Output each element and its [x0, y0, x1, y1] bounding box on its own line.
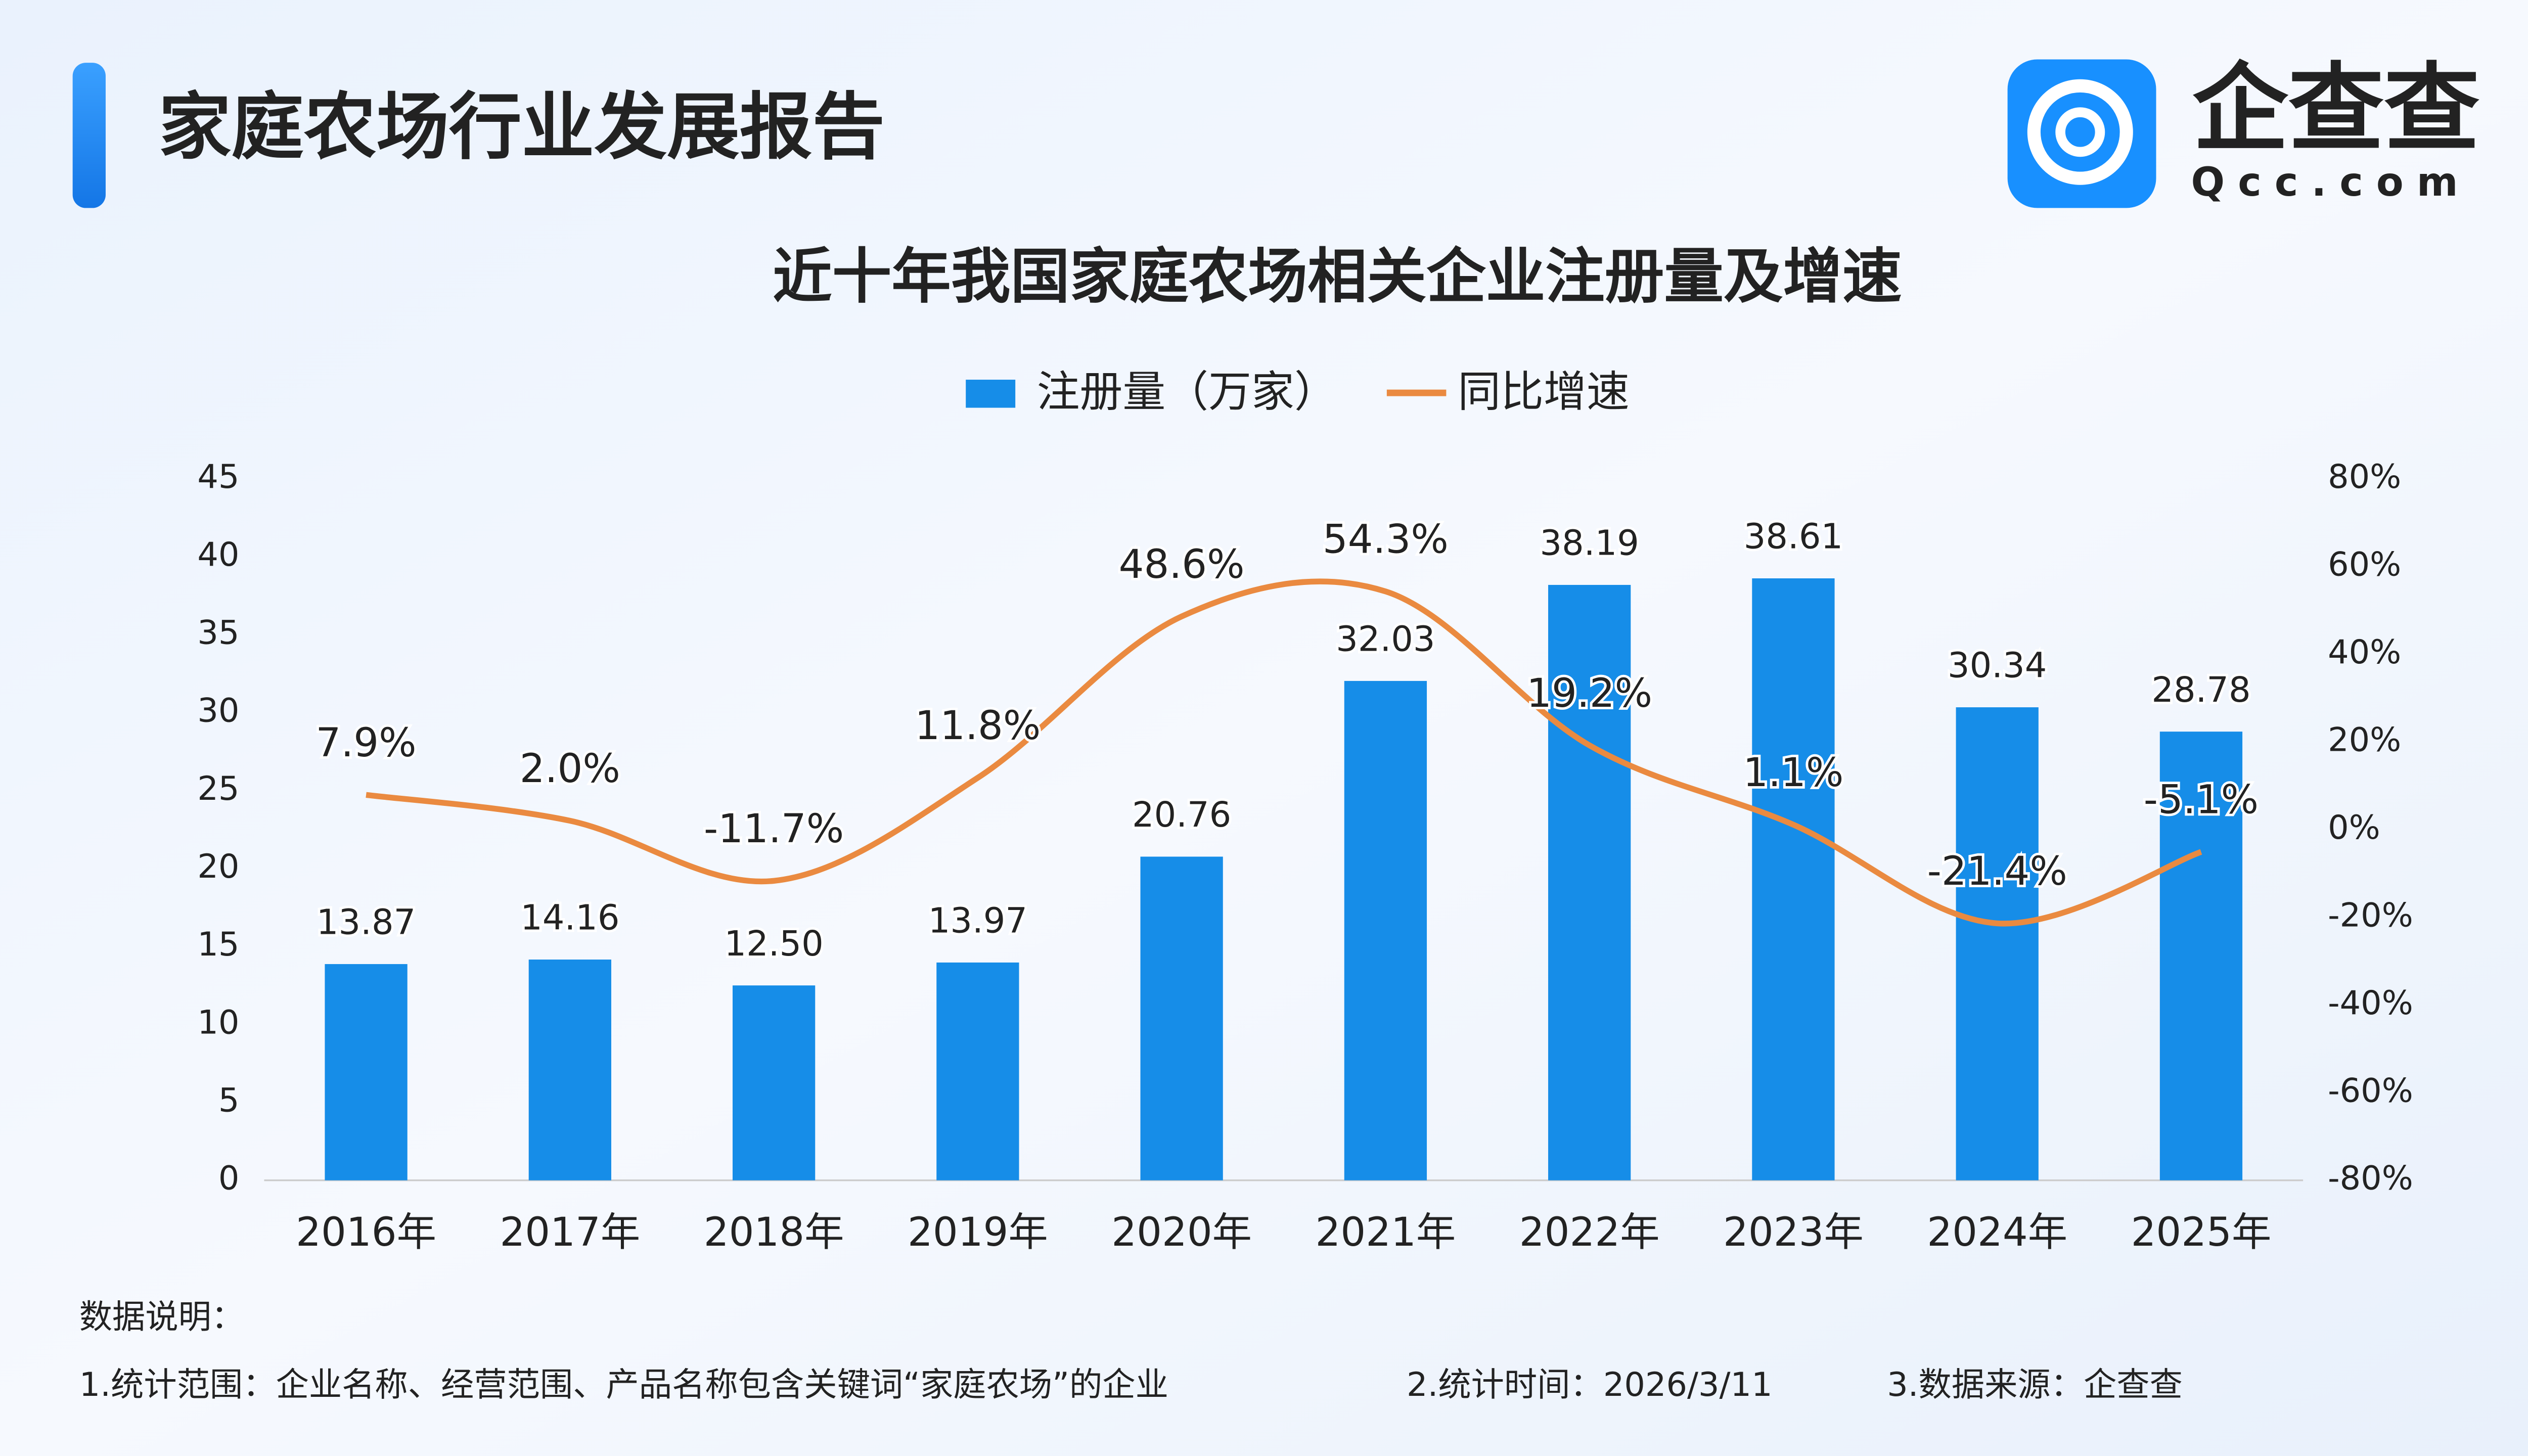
x-tick-label: 2024年 — [1927, 1209, 2067, 1255]
bar-value-label: 32.03 — [1336, 619, 1435, 660]
notes-heading: 数据说明： — [79, 1298, 244, 1336]
x-tick-label: 2022年 — [1519, 1209, 1660, 1255]
x-tick-label: 2019年 — [908, 1209, 1048, 1255]
bar-value-label: 38.61 — [1744, 517, 1843, 557]
logo-ring — [2055, 107, 2105, 157]
y-tick-label: 40 — [197, 535, 239, 574]
line-value-label: 19.2% — [1526, 670, 1652, 716]
bar-value-label: 12.50 — [724, 924, 823, 964]
line-value-label: -21.4% — [1927, 848, 2067, 894]
line-value-label: 1.1% — [1743, 750, 1843, 796]
line-value-label: 11.8% — [915, 703, 1041, 749]
x-tick-label: 2017年 — [500, 1209, 640, 1255]
y2-tick-label: 40% — [2328, 633, 2401, 671]
bar — [1344, 680, 1427, 1180]
line-value-label: -5.1% — [2144, 777, 2259, 823]
bar-value-label: 20.76 — [1132, 795, 1231, 835]
y2-tick-label: -40% — [2328, 984, 2413, 1022]
note: 2.统计时间：2026/3/11 — [1407, 1366, 1773, 1404]
line-value-label: 54.3% — [1323, 516, 1449, 562]
note: 3.数据来源：企查查 — [1887, 1366, 2183, 1404]
legend-label: 注册量（万家） — [1037, 367, 1337, 417]
bar — [1956, 707, 2039, 1180]
line-value-label: 2.0% — [520, 746, 620, 792]
y-tick-label: 45 — [197, 458, 239, 496]
logo-ring — [2027, 79, 2133, 185]
y-tick-label: 35 — [197, 613, 239, 652]
logo-text: 企查查 — [2192, 53, 2479, 164]
bar — [1548, 584, 1631, 1180]
y-tick-label: 30 — [197, 692, 239, 730]
y-tick-label: 0 — [218, 1159, 240, 1198]
y2-tick-label: 80% — [2328, 458, 2401, 496]
y-tick-label: 25 — [197, 769, 239, 808]
bar — [1752, 578, 1835, 1180]
x-tick-label: 2021年 — [1316, 1209, 1456, 1255]
bar-value-label: 13.87 — [317, 902, 416, 943]
y2-tick-label: -80% — [2328, 1159, 2413, 1198]
logo-sub: Qcc.com — [2191, 159, 2471, 205]
y2-tick-label: 20% — [2328, 720, 2401, 759]
x-tick-label: 2016年 — [296, 1209, 436, 1255]
line-value-label: -11.7% — [704, 806, 844, 852]
title-accent — [72, 63, 106, 208]
y-tick-label: 15 — [197, 925, 239, 964]
line — [366, 578, 2202, 927]
logo: 企查查 Qcc.com — [2007, 53, 2479, 208]
line-value-label: 48.6% — [1119, 541, 1245, 587]
y-tick-label: 20 — [197, 847, 239, 886]
bar-value-label: 38.19 — [1540, 523, 1639, 564]
note: 1.统计范围：企业名称、经营范围、产品名称包含关键词“家庭农场”的企业 — [79, 1366, 1168, 1404]
page-title: 家庭农场行业发展报告 — [158, 85, 885, 169]
x-tick-label: 2020年 — [1111, 1209, 1252, 1255]
bar-value-label: 30.34 — [1948, 646, 2047, 686]
bar — [936, 962, 1019, 1180]
bar — [1140, 856, 1223, 1180]
bar — [732, 985, 816, 1180]
x-tick-label: 2018年 — [704, 1209, 844, 1255]
line-value-label: 7.9% — [316, 720, 417, 766]
bar-value-label: 13.97 — [928, 901, 1027, 941]
legend-label: 同比增速 — [1458, 367, 1630, 417]
y2-tick-label: 60% — [2328, 545, 2401, 583]
bar — [325, 964, 408, 1180]
y2-tick-label: -20% — [2328, 896, 2413, 934]
legend-swatch — [966, 380, 1016, 408]
y-tick-label: 5 — [218, 1081, 240, 1120]
bar — [528, 960, 611, 1180]
x-tick-label: 2025年 — [2131, 1209, 2272, 1255]
bar — [2159, 732, 2243, 1180]
y2-tick-label: 0% — [2328, 808, 2380, 847]
chart-title: 近十年我国家庭农场相关企业注册量及增速 — [773, 242, 1902, 311]
x-tick-label: 2023年 — [1723, 1209, 1864, 1255]
bar-value-label: 28.78 — [2151, 670, 2250, 710]
bar-value-label: 14.16 — [520, 898, 619, 938]
y2-tick-label: -60% — [2328, 1071, 2413, 1110]
y-tick-label: 10 — [197, 1003, 239, 1041]
